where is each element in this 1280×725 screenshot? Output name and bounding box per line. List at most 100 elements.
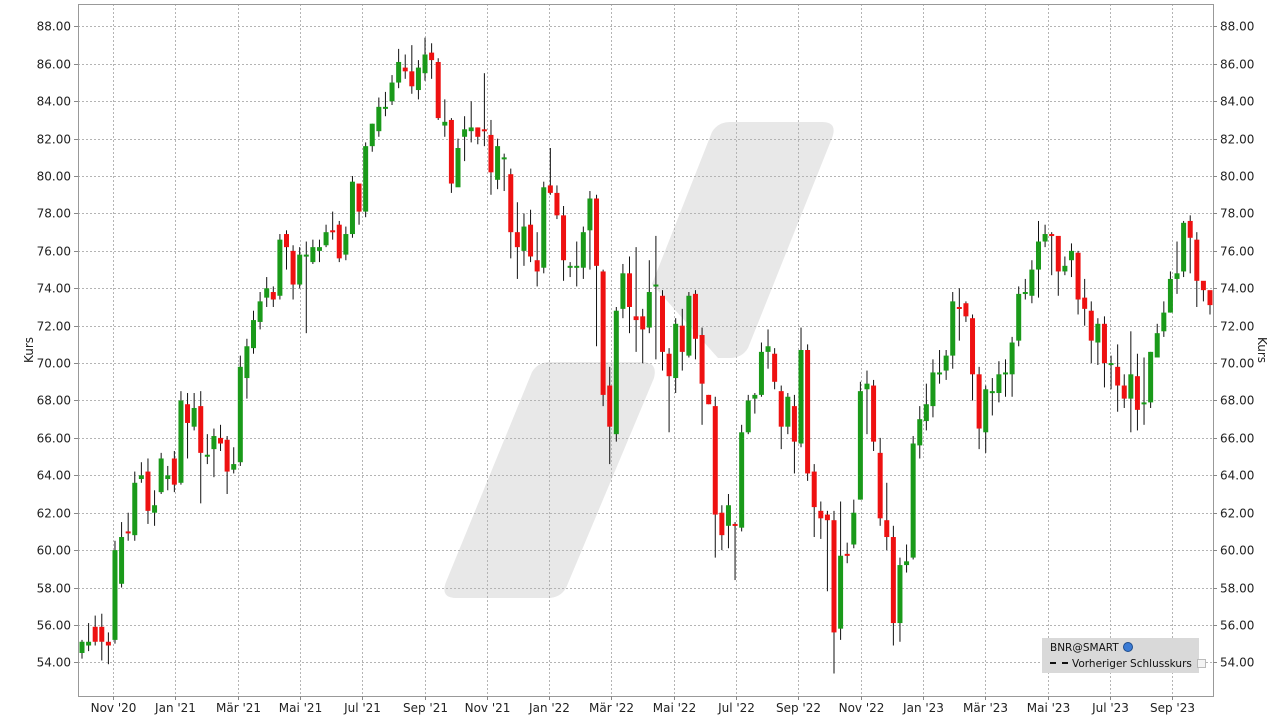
candle	[561, 205, 567, 281]
candle	[706, 394, 712, 405]
candle-body	[653, 284, 659, 287]
candle	[349, 176, 355, 238]
x-tick-label: Nov '22	[839, 701, 885, 715]
legend: BNR@SMART Vorheriger Schlusskurs	[1042, 638, 1206, 673]
candle	[475, 127, 481, 145]
candle-body	[1042, 234, 1048, 242]
candle	[1128, 331, 1134, 433]
candle	[937, 350, 943, 384]
candle-body	[1161, 312, 1167, 332]
candle	[732, 522, 738, 581]
candle	[79, 639, 85, 659]
candle-body	[152, 505, 158, 513]
candle-body	[211, 436, 217, 450]
y-tick-label-left: 88.00	[37, 20, 71, 34]
candle-body	[521, 226, 527, 251]
candle-body	[185, 404, 191, 423]
candle	[752, 393, 758, 414]
candle	[864, 370, 870, 435]
candle-body	[811, 471, 817, 508]
candle-body	[719, 512, 725, 536]
candle-body	[659, 295, 665, 352]
candle	[132, 471, 138, 541]
candle-body	[1108, 363, 1114, 366]
candle-body	[673, 323, 679, 379]
candle	[712, 396, 718, 558]
candle-body	[514, 232, 520, 248]
candle	[613, 306, 619, 442]
candle	[950, 292, 956, 369]
candle	[923, 383, 929, 431]
candle-body	[1101, 323, 1107, 364]
candle	[659, 290, 665, 371]
candle-body	[112, 550, 118, 640]
candle	[844, 542, 850, 564]
x-tick-label: Jan '22	[528, 701, 570, 715]
candle	[336, 220, 342, 263]
candle-body	[930, 372, 936, 407]
candle-body	[567, 265, 573, 268]
candle	[409, 45, 415, 94]
y-tick-label-right: 58.00	[1220, 582, 1254, 596]
candle	[587, 191, 593, 270]
candle	[1161, 301, 1167, 337]
candle-body	[554, 192, 560, 216]
y-tick-label-right: 74.00	[1220, 282, 1254, 296]
candle	[541, 181, 547, 274]
candle	[1134, 353, 1140, 431]
checkbox-icon[interactable]	[1196, 659, 1206, 668]
candle-body	[983, 389, 989, 433]
y-tick-label-left: 60.00	[37, 544, 71, 558]
candle	[699, 327, 705, 425]
candle	[152, 490, 158, 526]
candle	[534, 232, 540, 287]
candle-body	[1148, 351, 1154, 403]
candle-body	[336, 224, 342, 259]
x-tick-label: Sep '22	[776, 701, 821, 715]
candle	[112, 540, 118, 644]
candle-body	[1115, 366, 1121, 386]
candle	[323, 224, 329, 248]
candle	[1174, 241, 1180, 294]
y-tick-label-right: 64.00	[1220, 469, 1254, 483]
candle	[165, 465, 171, 491]
candle	[897, 557, 903, 642]
candle	[600, 269, 606, 407]
x-tick-label: Nov '20	[91, 701, 137, 715]
candle	[488, 119, 494, 195]
candle-body	[831, 520, 837, 633]
candle	[1075, 250, 1081, 315]
candle-body	[1200, 280, 1206, 291]
grid	[78, 4, 1213, 696]
candle	[125, 512, 131, 541]
candle-body	[349, 181, 355, 235]
candle	[185, 393, 191, 459]
candle	[818, 501, 824, 539]
candle-body	[732, 523, 738, 526]
candle-body	[600, 271, 606, 395]
candle-body	[838, 555, 844, 629]
candle	[119, 522, 125, 588]
candle-body	[1187, 220, 1193, 238]
candle-body	[1154, 333, 1160, 358]
candle	[382, 91, 388, 117]
candle-body	[897, 565, 903, 624]
candle	[330, 211, 336, 240]
candle	[191, 393, 197, 431]
candle-body	[303, 254, 309, 257]
y-tick-label-right: 84.00	[1220, 95, 1254, 109]
candle-body	[739, 432, 745, 528]
candle	[1115, 344, 1121, 412]
candle-body	[1207, 290, 1213, 306]
y-tick-label-right: 78.00	[1220, 207, 1254, 221]
candle	[310, 239, 316, 264]
candle-body	[613, 310, 619, 435]
candle-body	[323, 232, 329, 246]
candle-body	[1088, 310, 1094, 341]
candle-body	[791, 406, 797, 442]
candle	[1095, 318, 1101, 365]
candle	[943, 350, 949, 380]
candle	[1082, 278, 1088, 326]
candle	[495, 138, 501, 190]
